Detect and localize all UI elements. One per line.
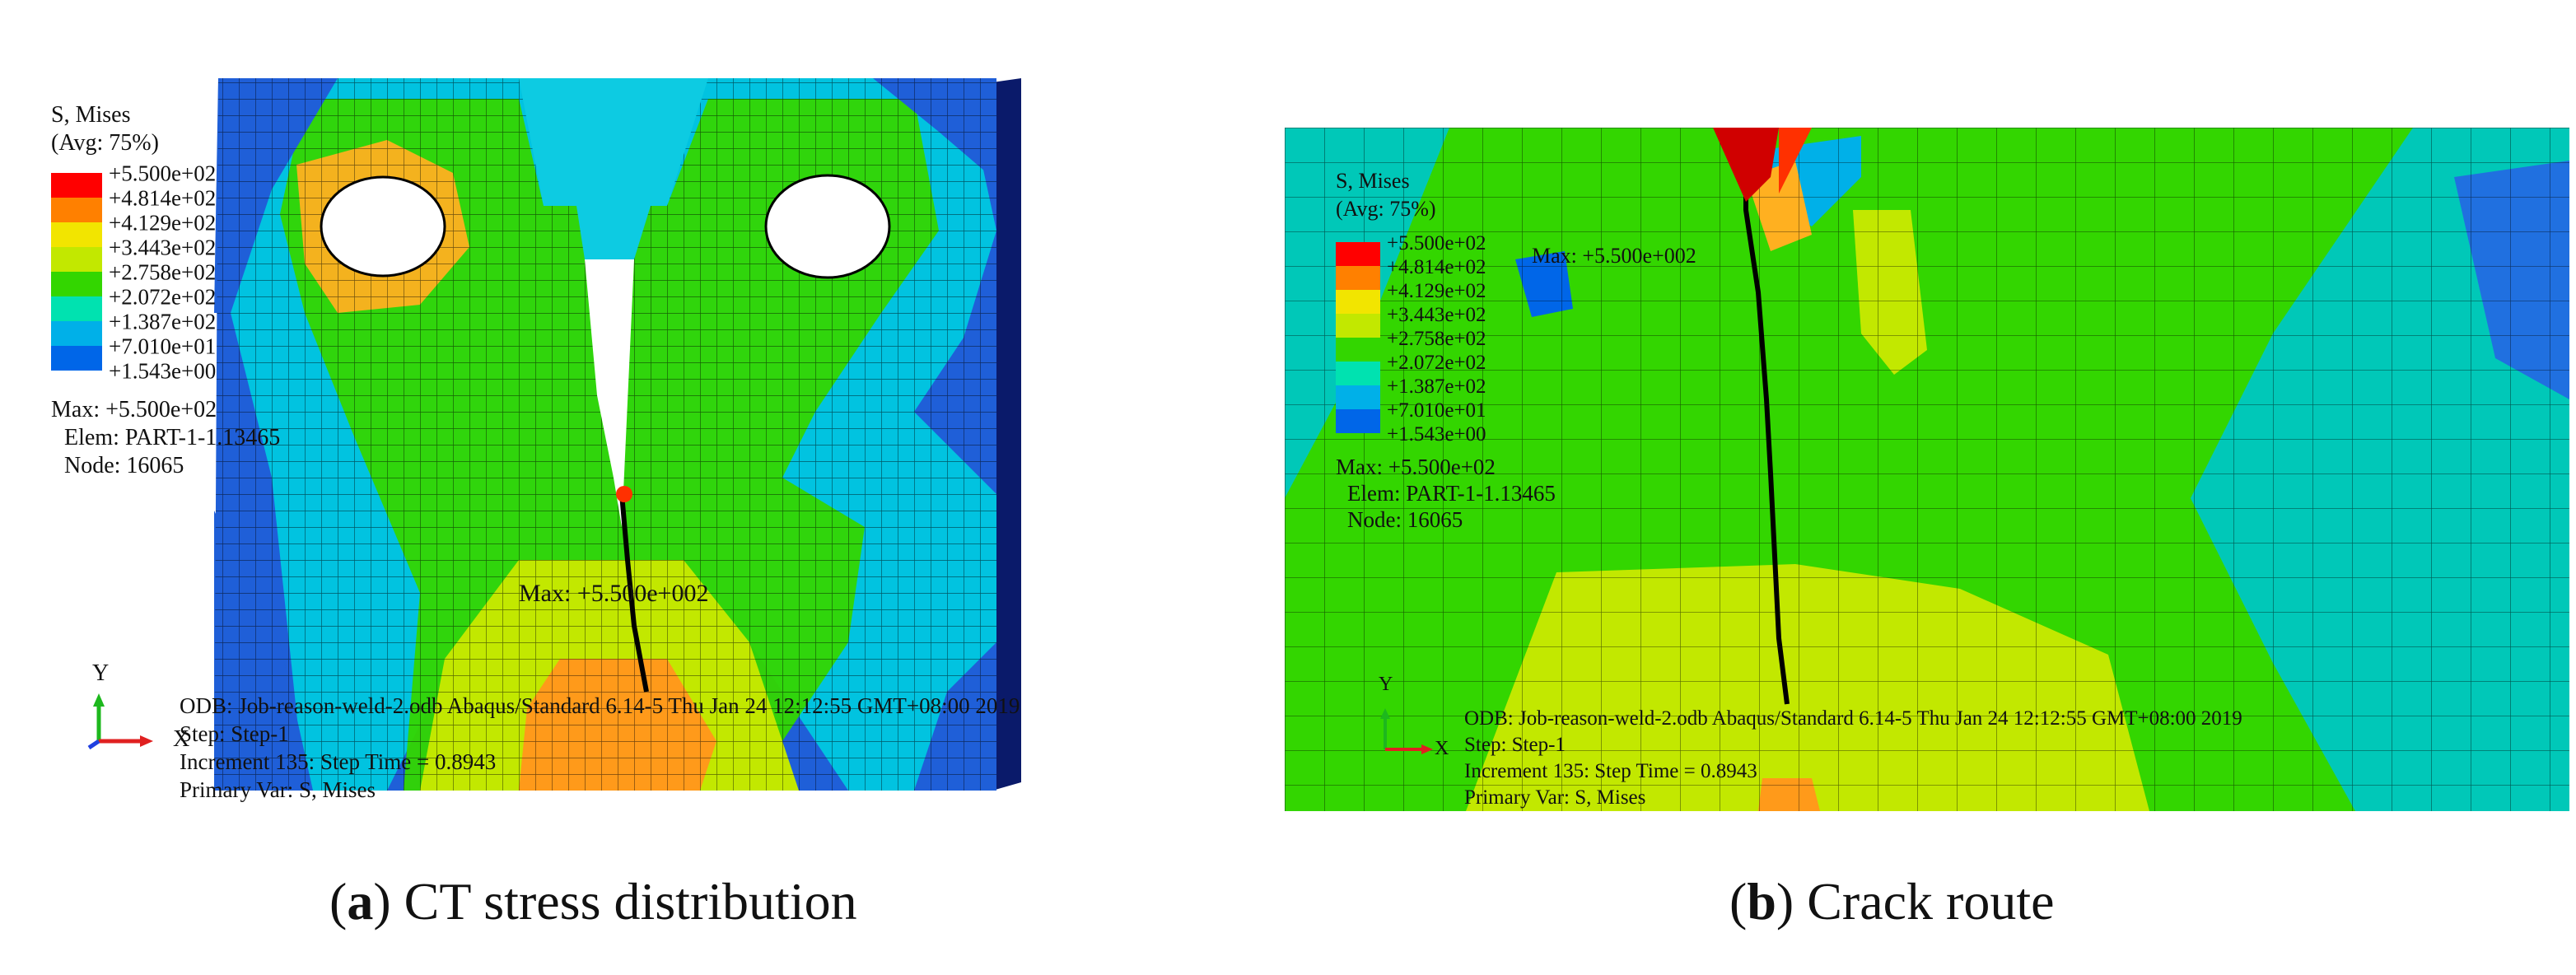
crack-tip-max xyxy=(616,486,632,502)
crack-tip-red-2 xyxy=(1779,128,1812,194)
triad-y-label: Y xyxy=(92,660,109,686)
max-element: Elem: PART-1-1.13465 xyxy=(64,425,280,450)
legend-value: +3.443e+02 xyxy=(109,235,216,259)
caption-b-letter: b xyxy=(1747,872,1776,931)
mesh-overlay-b xyxy=(1285,128,2569,811)
legend-scale: +5.500e+02+4.814e+02+4.129e+02+3.443e+02… xyxy=(51,161,216,383)
caption-a: (a) CT stress distribution xyxy=(329,872,857,931)
legend-title: S, Mises xyxy=(51,102,130,128)
legend-value: +1.543e+00 xyxy=(109,358,216,383)
legend-value: +7.010e+01 xyxy=(109,334,216,358)
legend-value: +4.129e+02 xyxy=(109,210,216,235)
ct-legend-overlay: S, Mises (Avg: 75%) +5.500e+02+4.814e+02… xyxy=(51,102,1020,802)
legend-value: +2.072e+02 xyxy=(109,284,216,309)
caption-a-text: CT stress distribution xyxy=(390,872,857,931)
legend-value: +2.758e+02 xyxy=(109,259,216,284)
max-node: Node: 16065 xyxy=(64,453,184,478)
ct-specimen-contour: Max: +5.500e+002 xyxy=(214,78,1021,791)
odb-info-line4: Primary Var: S, Mises xyxy=(180,777,376,802)
ct-stress-panel: Max: +5.500e+002 xyxy=(173,66,1062,807)
legend-value: +1.387e+02 xyxy=(109,309,216,334)
crack-route-panel: Max: +5.500e+002 xyxy=(1285,128,2569,811)
caption-b-text: Crack route xyxy=(1794,872,2055,931)
crack-line xyxy=(619,493,649,693)
max-marker-label-b: Max: +5.500e+002 xyxy=(1532,244,1696,268)
legend-swatch xyxy=(51,272,102,296)
legend-swatch xyxy=(51,198,102,222)
crack-route-contour: Max: +5.500e+002 xyxy=(1285,128,2569,811)
caption-a-letter: a xyxy=(347,872,374,931)
odb-info-line2: Step: Step-1 xyxy=(180,721,289,746)
max-marker-label: Max: +5.500e+002 xyxy=(519,580,708,607)
left-pin-hole xyxy=(320,175,446,278)
triad-a: Y X xyxy=(87,660,189,752)
crack-path xyxy=(1743,128,1790,705)
legend-value: +5.500e+02 xyxy=(109,161,216,185)
legend-swatch xyxy=(51,321,102,346)
max-value: Max: +5.500e+02 xyxy=(51,397,217,422)
specimen-side-face xyxy=(992,78,1021,791)
caption-b: (b) Crack route xyxy=(1729,872,2055,931)
legend-swatch xyxy=(51,222,102,247)
odb-info-line3: Increment 135: Step Time = 0.8943 xyxy=(180,749,496,774)
legend-value: +4.814e+02 xyxy=(109,185,216,210)
crack-tip-red xyxy=(1713,128,1779,202)
triad-x-label: X xyxy=(173,726,189,752)
legend-swatch xyxy=(51,173,102,198)
notch xyxy=(585,259,634,527)
legend-swatch xyxy=(51,296,102,321)
right-pin-hole xyxy=(764,174,891,279)
legend-swatch xyxy=(51,247,102,272)
legend-swatch xyxy=(51,346,102,371)
legend-subtitle: (Avg: 75%) xyxy=(51,130,159,156)
odb-info-line1: ODB: Job-reason-weld-2.odb Abaqus/Standa… xyxy=(180,693,1020,718)
